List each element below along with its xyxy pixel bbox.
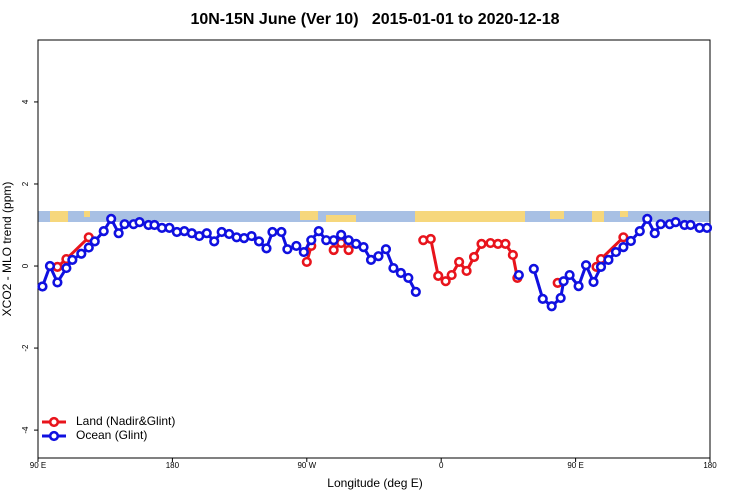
data-point	[343, 235, 354, 246]
y-tick-label: -2	[21, 344, 30, 352]
data-point	[52, 277, 63, 288]
legend-label: Land (Nadir&Glint)	[76, 414, 175, 428]
y-tick-label: 4	[21, 99, 30, 104]
data-point	[588, 276, 599, 288]
x-tick-label: 0	[439, 461, 444, 470]
y-tick-label: 2	[21, 181, 30, 186]
data-point	[134, 217, 145, 228]
data-point	[642, 213, 653, 224]
y-tick-label: -4	[21, 426, 30, 434]
data-point	[440, 276, 451, 287]
legend-marker	[48, 416, 60, 428]
data-point	[558, 276, 569, 287]
data-point	[433, 270, 444, 281]
data-point	[595, 261, 607, 272]
data-layer	[37, 213, 713, 312]
data-point	[537, 293, 548, 304]
data-point	[476, 238, 487, 249]
x-axis-label: Longitude (deg E)	[327, 476, 422, 490]
data-point	[564, 269, 575, 281]
data-point	[76, 248, 87, 259]
data-point	[253, 236, 265, 247]
data-point	[468, 251, 480, 263]
data-point	[343, 244, 354, 256]
data-point	[454, 256, 465, 268]
map-strip	[38, 211, 710, 222]
data-point	[282, 244, 293, 255]
data-point	[618, 232, 629, 243]
y-axis-label: XCO2 - MLO trend (ppm)	[0, 182, 14, 317]
data-point	[261, 243, 272, 254]
data-point	[365, 254, 377, 265]
x-tick-label: 90 E	[30, 461, 46, 470]
data-point	[649, 228, 660, 239]
data-point	[395, 267, 406, 279]
data-point	[610, 246, 622, 258]
x-tick-label: 180	[703, 461, 717, 470]
data-point	[98, 226, 109, 237]
chart-title: 10N-15N June (Ver 10) 2015-01-01 to 2020…	[190, 11, 559, 28]
data-point	[403, 272, 414, 284]
data-point	[528, 263, 539, 274]
x-tick-label: 180	[166, 461, 180, 470]
data-point	[89, 236, 100, 247]
data-point	[685, 219, 696, 231]
y-tick-label: 0	[21, 263, 30, 268]
data-point	[634, 226, 645, 237]
data-point	[328, 235, 339, 246]
data-point	[267, 226, 278, 238]
data-point	[513, 269, 524, 281]
data-point	[328, 244, 339, 256]
data-point	[410, 286, 421, 297]
data-point	[603, 254, 614, 265]
plot-frame	[37, 39, 711, 459]
data-point	[670, 217, 681, 228]
data-point	[201, 228, 212, 239]
data-point	[358, 242, 369, 253]
data-point	[625, 235, 636, 247]
data-point	[446, 269, 457, 281]
data-point	[119, 219, 130, 230]
data-point	[106, 213, 117, 224]
data-point	[276, 226, 287, 238]
data-point	[209, 236, 220, 247]
x-tick-label: 90 E	[567, 461, 583, 470]
data-point	[67, 254, 78, 265]
data-point	[618, 242, 629, 253]
x-tick-label: 90 W	[297, 461, 316, 470]
data-point	[298, 246, 309, 258]
data-point	[701, 222, 713, 233]
data-point	[61, 262, 72, 274]
data-point	[500, 238, 511, 249]
data-point	[291, 240, 302, 252]
data-point	[461, 265, 472, 277]
legend-marker	[48, 430, 60, 442]
data-point	[507, 249, 518, 261]
data-point	[336, 229, 347, 240]
data-point	[546, 301, 557, 312]
data-point	[573, 281, 584, 292]
data-point	[306, 235, 317, 246]
data-point	[246, 230, 257, 242]
data-point	[301, 256, 312, 268]
data-point	[380, 244, 392, 255]
data-point	[655, 219, 666, 230]
data-point	[388, 262, 399, 274]
data-point	[83, 242, 94, 253]
data-point	[313, 226, 324, 237]
data-point	[425, 233, 436, 245]
data-point	[580, 260, 592, 271]
legend-label: Ocean (Glint)	[76, 428, 147, 442]
data-point	[113, 228, 124, 239]
data-point	[44, 260, 56, 272]
data-point	[164, 222, 175, 233]
data-point	[37, 281, 48, 292]
data-point	[373, 251, 384, 262]
data-point	[555, 292, 566, 304]
